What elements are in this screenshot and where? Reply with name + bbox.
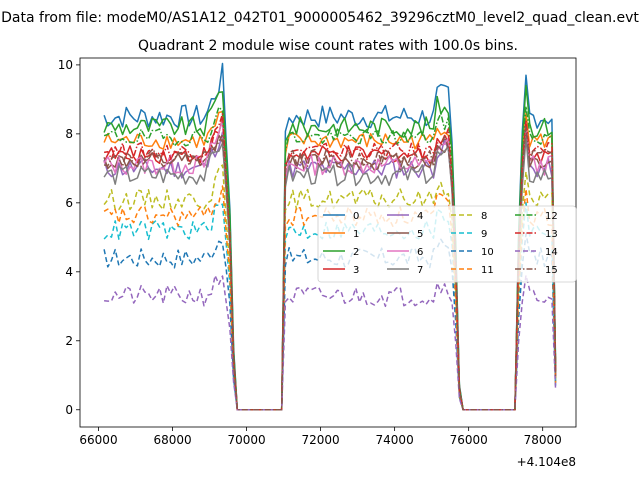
legend-label-6: 6	[417, 247, 423, 258]
y-tick-label: 8	[65, 127, 73, 141]
y-tick-label: 10	[58, 58, 73, 72]
legend-label-7: 7	[417, 265, 423, 276]
x-tick-label: 68000	[153, 433, 191, 447]
x-tick-label: 74000	[376, 433, 414, 447]
y-tick-label: 2	[65, 334, 73, 348]
x-tick-label: 70000	[227, 433, 265, 447]
legend-label-10: 10	[481, 247, 494, 258]
series-line-2	[103, 84, 557, 411]
x-tick-label: 66000	[79, 433, 117, 447]
legend-label-3: 3	[353, 265, 359, 276]
series-line-0	[103, 62, 557, 411]
chart-title: Quadrant 2 module wise count rates with …	[138, 38, 518, 54]
plot-area: 66000 68000 70000 72000 74000 76000 78000 0 2 4 6…	[58, 57, 577, 447]
series-line-12	[103, 105, 557, 411]
x-tick-label: 76000	[450, 433, 488, 447]
series-line-15	[103, 126, 557, 411]
y-axis: 0 2 4 6 8 10	[58, 58, 80, 417]
x-offset-label: +4.104e8	[517, 455, 576, 469]
series-line-14	[104, 274, 557, 411]
legend-label-2: 2	[353, 247, 359, 258]
legend-label-8: 8	[481, 211, 487, 222]
legend-label-0: 0	[353, 211, 359, 222]
legend-label-13: 13	[545, 229, 558, 240]
y-tick-label: 6	[65, 196, 73, 210]
legend-label-4: 4	[417, 211, 423, 222]
legend-label-5: 5	[417, 229, 423, 240]
legend-label-1: 1	[353, 229, 359, 240]
figure-suptitle: Data from file: modeM0/AS1A12_042T01_900…	[1, 10, 639, 26]
y-tick-label: 0	[65, 403, 73, 417]
series-line-13	[103, 113, 557, 411]
series-line-7	[103, 136, 557, 411]
x-tick-label: 78000	[524, 433, 562, 447]
legend-label-12: 12	[545, 211, 558, 222]
x-tick-label: 72000	[302, 433, 340, 447]
series-line-1	[103, 110, 557, 411]
series-line-8	[103, 164, 557, 411]
x-axis: 66000 68000 70000 72000 74000 76000 78000	[79, 427, 562, 447]
legend-label-14: 14	[545, 247, 558, 258]
legend-label-15: 15	[545, 265, 558, 276]
legend-label-11: 11	[481, 265, 494, 276]
y-tick-label: 4	[65, 265, 73, 279]
legend-label-9: 9	[481, 229, 487, 240]
legend-box	[317, 205, 577, 283]
